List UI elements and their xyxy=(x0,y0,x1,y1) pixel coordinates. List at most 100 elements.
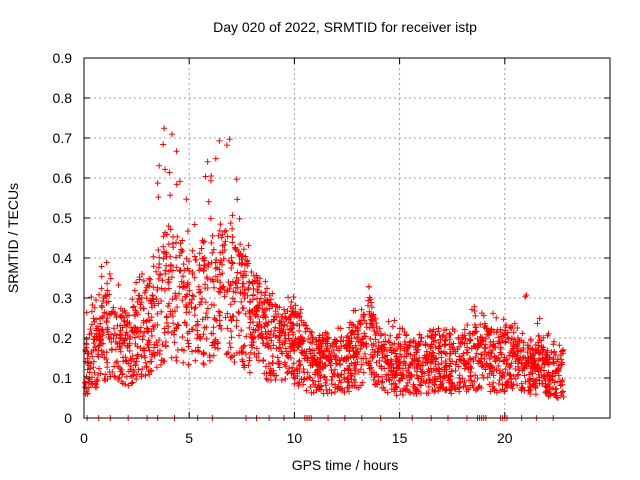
data-point xyxy=(208,173,215,180)
data-point xyxy=(335,325,342,332)
data-point xyxy=(501,373,508,380)
data-point xyxy=(148,314,155,321)
data-point xyxy=(493,314,500,321)
data-point xyxy=(309,347,316,354)
data-point xyxy=(413,349,420,356)
data-point xyxy=(178,278,185,285)
data-point xyxy=(456,356,463,363)
data-point xyxy=(484,374,491,381)
data-point xyxy=(369,354,376,361)
x-tick-label: 10 xyxy=(287,430,303,446)
data-point xyxy=(201,262,208,269)
data-point xyxy=(425,372,432,379)
data-point xyxy=(507,372,514,379)
data-point xyxy=(155,247,162,254)
data-point xyxy=(126,347,133,354)
data-point xyxy=(294,379,301,386)
data-point xyxy=(336,347,343,354)
data-point xyxy=(357,382,364,389)
data-point xyxy=(132,362,139,369)
data-point xyxy=(106,291,113,298)
data-point xyxy=(518,359,525,366)
data-point xyxy=(519,384,526,391)
data-point xyxy=(104,280,111,287)
data-point xyxy=(251,278,258,285)
data-point xyxy=(246,279,253,286)
data-point xyxy=(238,298,245,305)
data-point xyxy=(127,355,134,362)
data-point xyxy=(216,323,223,330)
data-point xyxy=(281,332,288,339)
data-point xyxy=(350,354,357,361)
data-point xyxy=(244,292,251,299)
data-point xyxy=(154,284,161,291)
data-point xyxy=(443,372,450,379)
data-point xyxy=(375,377,382,384)
data-point xyxy=(350,307,357,314)
data-point xyxy=(161,329,168,336)
data-point xyxy=(294,321,301,328)
data-point xyxy=(90,315,97,322)
data-point xyxy=(255,304,262,311)
data-point xyxy=(276,364,283,371)
data-point xyxy=(160,243,167,250)
data-point xyxy=(208,330,215,337)
data-point xyxy=(275,310,282,317)
data-point xyxy=(553,358,560,365)
data-point xyxy=(165,268,172,275)
data-point xyxy=(310,377,317,384)
data-point xyxy=(536,315,543,322)
data-point xyxy=(321,373,328,380)
data-point xyxy=(103,349,110,356)
data-point xyxy=(99,351,106,358)
data-point xyxy=(276,327,283,334)
chart-title: Day 020 of 2022, SRMTID for receiver ist… xyxy=(213,19,477,35)
data-point xyxy=(131,287,138,294)
data-point xyxy=(330,347,337,354)
y-tick-label: 0.7 xyxy=(53,130,73,146)
data-point xyxy=(151,344,158,351)
data-point xyxy=(366,360,373,367)
data-point xyxy=(227,220,234,227)
data-point xyxy=(91,304,98,311)
data-point xyxy=(95,371,102,378)
data-point xyxy=(371,374,378,381)
data-point xyxy=(496,387,503,394)
data-point xyxy=(282,337,289,344)
y-tick-label: 0.6 xyxy=(53,170,73,186)
data-point xyxy=(296,379,303,386)
data-point xyxy=(233,280,240,287)
data-point xyxy=(126,340,133,347)
data-point xyxy=(351,376,358,383)
data-point xyxy=(168,274,175,281)
data-point xyxy=(517,354,524,361)
data-point xyxy=(240,305,247,312)
data-point xyxy=(322,382,329,389)
data-point xyxy=(457,379,464,386)
data-point xyxy=(428,333,435,340)
data-point xyxy=(277,344,284,351)
data-point xyxy=(147,276,154,283)
data-point xyxy=(394,356,401,363)
data-point xyxy=(209,339,216,346)
data-point xyxy=(366,283,373,290)
data-point xyxy=(500,369,507,376)
data-point xyxy=(217,279,224,286)
data-point xyxy=(514,348,521,355)
y-tick-label: 0.9 xyxy=(53,50,73,66)
data-point xyxy=(465,364,472,371)
data-point xyxy=(233,176,240,183)
data-point xyxy=(228,328,235,335)
data-point xyxy=(315,346,322,353)
data-point xyxy=(210,324,217,331)
data-point xyxy=(200,360,207,367)
data-point xyxy=(461,326,468,333)
data-point xyxy=(186,287,193,294)
data-point xyxy=(532,350,539,357)
data-point xyxy=(97,333,104,340)
x-tick-label: 5 xyxy=(185,430,193,446)
data-point xyxy=(167,192,174,199)
data-point xyxy=(216,266,223,273)
data-point xyxy=(330,370,337,377)
data-point xyxy=(205,198,212,205)
